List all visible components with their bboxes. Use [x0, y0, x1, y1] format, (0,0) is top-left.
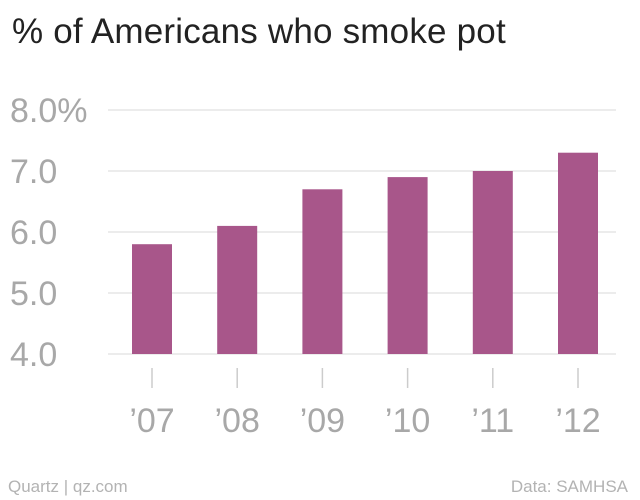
x-tick-label: ’11 — [471, 402, 514, 440]
bar — [132, 244, 172, 354]
x-tick-label: ’07 — [129, 402, 174, 440]
bar — [217, 225, 258, 354]
footer-publisher: Quartz | qz.com — [8, 477, 128, 496]
x-tick-label: ’09 — [300, 402, 345, 440]
chart-title: % of Americans who smoke pot — [12, 12, 506, 51]
y-tick-label: 6.0 — [10, 214, 57, 252]
y-axis-tick-labels: 4.0 5.0 6.0 7.0 8.0% — [10, 92, 88, 374]
y-tick-label: 4.0 — [10, 336, 57, 374]
x-axis-ticks — [151, 368, 579, 388]
footer-data-source: Data: SAMHSA — [510, 477, 628, 496]
x-tick-label: ’08 — [215, 402, 260, 440]
bars — [132, 152, 598, 354]
grid-lines — [108, 109, 616, 355]
bar — [558, 152, 598, 354]
bar — [472, 171, 513, 354]
bar — [302, 189, 343, 354]
y-tick-label: 7.0 — [10, 153, 57, 191]
y-tick-label: 5.0 — [10, 275, 57, 313]
x-tick-label: ’10 — [385, 402, 430, 440]
x-tick-label: ’12 — [555, 402, 600, 440]
bar — [387, 177, 428, 354]
y-tick-label: 8.0% — [10, 92, 88, 130]
x-axis-tick-labels: ’07 ’08 ’09 ’10 ’11 ’12 — [129, 402, 600, 440]
